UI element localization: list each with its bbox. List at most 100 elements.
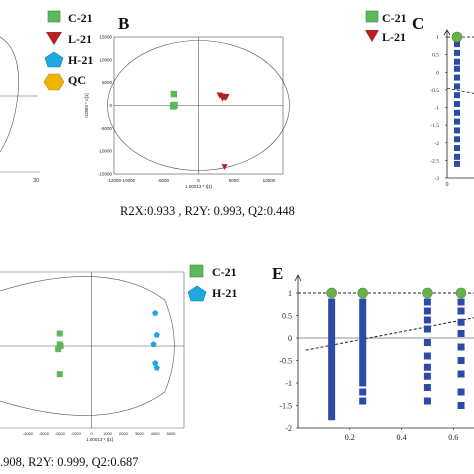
- panel-e-permuted-point: [423, 352, 431, 360]
- panel-e-original-point: [455, 287, 467, 299]
- panel-c-permuted-point: [454, 74, 460, 81]
- panel-c-y-tick: 0.5: [432, 53, 439, 59]
- panel-b-data-point: [219, 95, 226, 102]
- panel-b-y-tick: 5000: [102, 80, 113, 85]
- panel-e-permuted-point: [423, 372, 431, 380]
- panel-b-y-tick: -5000: [100, 126, 112, 131]
- panel-d-x-tick: -1000: [71, 431, 82, 436]
- panel-b-y-tick: 0: [109, 103, 112, 108]
- panel-e-permuted-point: [359, 388, 367, 396]
- panel-c-permuted-point: [454, 109, 460, 116]
- panel-e-permuted-point: [328, 345, 336, 353]
- panel-b-data-point: [221, 164, 228, 171]
- panel-c-original-point: [451, 31, 463, 43]
- legend-label: C-21: [212, 265, 237, 279]
- legend-hexagon-icon: [43, 73, 65, 91]
- panel-e-permuted-point: [457, 357, 465, 364]
- panel-c-permuted-point: [454, 145, 460, 152]
- panel-c-permuted-point: [454, 58, 460, 65]
- panel-e-permuted-point: [328, 305, 336, 313]
- panel-d-x-tick: 1000: [103, 431, 113, 436]
- panel-c-y-tick: -1.5: [430, 123, 439, 129]
- panel-e-permuted-point: [423, 397, 431, 405]
- panel-e-permuted-point: [423, 339, 431, 346]
- panel-e-permuted-point: [359, 325, 367, 333]
- panel-c-q2-line: [446, 87, 474, 94]
- panel-b-y-tick: 10000: [99, 57, 112, 62]
- panel-e-permuted-point: [328, 332, 336, 340]
- legend-pentagon-icon: [187, 285, 207, 302]
- panel-c-permuted-point: [454, 83, 460, 90]
- panel-e-permuted-point: [457, 343, 465, 351]
- panel-e-permuted-point: [328, 406, 336, 414]
- panel-e-permuted-point: [328, 379, 336, 387]
- panel-e-permuted-point: [359, 359, 367, 367]
- panel-d-x-axis-label: 1.00013 * t[1]: [86, 437, 113, 442]
- panel-e-original-point: [326, 287, 337, 299]
- panel-e-permuted-point: [328, 325, 336, 333]
- panel-label-c: C: [412, 14, 425, 33]
- panel-d-data-point: [56, 330, 63, 337]
- panel-b-data-point: [223, 93, 230, 100]
- legend-square-icon: [365, 10, 379, 23]
- panel-c-permuted-point: [454, 41, 460, 48]
- panel-e-permuted-point: [359, 305, 367, 313]
- panel-e-y-tick: -1.5: [279, 402, 292, 411]
- panel-c-permuted-point: [454, 65, 460, 72]
- panel-e-permuted-point: [457, 370, 465, 378]
- panel-e-permuted-point: [359, 332, 367, 340]
- panel-e-y-tick: -1: [285, 379, 292, 388]
- panel-b-x-tick: -12000: [107, 178, 122, 183]
- panel-e-x-tick: 0.2: [345, 433, 355, 442]
- panel-e-original-point: [422, 287, 433, 299]
- panel-e-permuted-point: [328, 372, 336, 380]
- panel-d-data-point: [55, 346, 62, 353]
- panel-b-y-tick: -10000: [98, 149, 113, 154]
- panel-b-data-point: [170, 102, 178, 109]
- panel-c-permuted-point: [454, 136, 460, 143]
- panel-b-x-tick: 10000: [263, 178, 276, 183]
- metrics-d: .908, R2Y: 0.999, Q2:0.687: [0, 455, 139, 469]
- legend-label: C-21: [68, 11, 93, 25]
- panel-e-permuted-point: [457, 318, 465, 326]
- panel-b-y-axis-label: t1000t * o[1]: [84, 93, 89, 117]
- panel-e-permuted-point: [423, 384, 431, 391]
- panel-d-x-tick: -2000: [55, 431, 66, 436]
- panel-e-permuted-point: [328, 339, 336, 346]
- panel-e-permuted-point: [359, 312, 367, 319]
- panel-e-permuted-point: [457, 388, 465, 396]
- panel-e-x-tick: 0.4: [397, 433, 407, 442]
- panel-e-permuted-point: [328, 413, 336, 421]
- legend-b-icons: [365, 10, 379, 42]
- legend-d-icons: [187, 264, 207, 302]
- panel-b-x-axis-label: 1.00013 * t[1]: [185, 184, 212, 189]
- panel-e-original-point: [357, 287, 369, 299]
- panel-e-y-tick: -2: [285, 424, 292, 433]
- panel-e-q2-line: [305, 317, 474, 351]
- panel-e-permuted-point: [328, 366, 336, 373]
- legend-label: H-21: [212, 286, 238, 300]
- panel-e-y-tick: 0: [288, 334, 292, 343]
- panel-c-permuted-point: [454, 101, 460, 107]
- panel-label-b: B: [118, 14, 130, 33]
- panel-c-y-tick: -2: [434, 141, 439, 147]
- panel-e-permuted-point: [423, 298, 431, 306]
- panel-e-permuted-point: [328, 312, 336, 319]
- panel-e-permuted-point: [328, 399, 336, 407]
- panel-b-y-tick: 15000: [99, 35, 112, 40]
- panel-d-data-point: [56, 371, 63, 378]
- panel-e-permuted-point: [359, 366, 367, 373]
- panel-e-permuted-point: [457, 298, 465, 306]
- panel-d-data-point: [150, 341, 157, 348]
- panel-d-x-tick: 3000: [135, 431, 145, 436]
- legend-label: L-21: [382, 30, 406, 44]
- panel-e-permuted-point: [359, 345, 367, 353]
- panel-e-permuted-point: [328, 359, 336, 367]
- panel-d-x-tick: -4000: [23, 431, 34, 436]
- panel-e-y-tick: 0.5: [282, 312, 292, 321]
- legend-top-left-icons: [43, 10, 65, 91]
- panel-e-x-tick: 0.6: [448, 433, 458, 442]
